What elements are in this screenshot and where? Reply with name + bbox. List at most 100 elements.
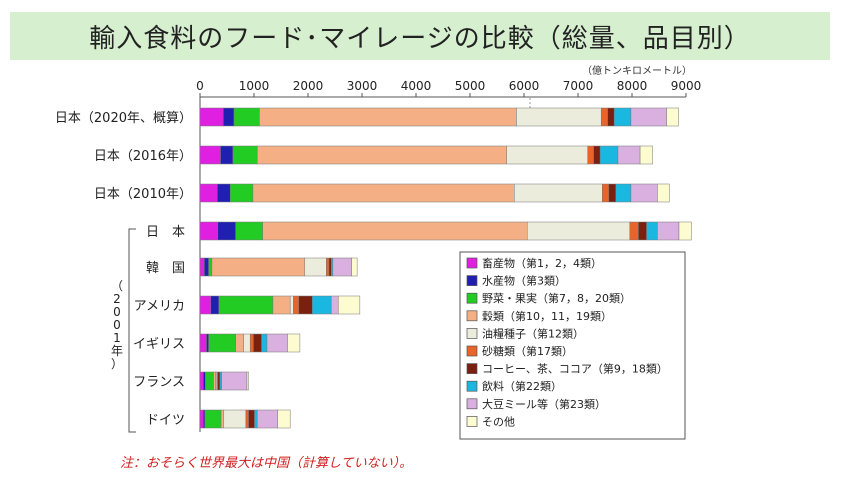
bar-segment	[256, 145, 507, 165]
bar-segment	[199, 295, 212, 315]
bar-segment	[199, 107, 224, 127]
x-tick-label: 3000	[347, 79, 378, 93]
bar-segment	[217, 371, 221, 391]
bar-segment	[220, 145, 234, 165]
bar-segment	[312, 295, 332, 315]
legend-label: 油糧種子（第12類）	[482, 326, 584, 340]
bar-segment	[298, 295, 313, 315]
group-bracket	[128, 228, 136, 433]
x-tick-label: 1000	[239, 79, 270, 93]
legend-label: 畜産物（第1，2，4類）	[482, 256, 602, 270]
bar-segment	[326, 257, 330, 277]
bar-segment	[233, 107, 260, 127]
legend-swatch	[466, 416, 478, 427]
category-label: 韓 国	[146, 261, 185, 276]
bar-segment	[602, 183, 610, 203]
bar-segment	[220, 409, 225, 429]
bar-segment	[262, 221, 528, 241]
bar-segment	[587, 145, 594, 165]
legend-box	[459, 251, 686, 440]
bar-segment	[248, 409, 255, 429]
bar-segment	[617, 145, 641, 165]
bar-segment	[206, 333, 209, 353]
chart-title: 輸入食料のフード･マイレージの比較（総量、品目別）	[89, 23, 751, 54]
category-label: 日本（2020年、概算）	[55, 111, 192, 126]
bar-segment	[235, 221, 263, 241]
legend-label: コーヒー、茶、ココア（第9，18類）	[482, 362, 668, 376]
group-label-char: 2	[113, 292, 121, 306]
bar-segment	[253, 333, 262, 353]
bar-segment	[208, 257, 213, 277]
bar-segment	[217, 221, 236, 241]
legend-label: 砂糖類（第17類）	[482, 344, 573, 358]
bar-segment	[608, 183, 617, 203]
bar-segment	[516, 107, 602, 127]
bar-segment	[261, 333, 268, 353]
bar-segment	[332, 257, 352, 277]
bar-segment	[337, 295, 361, 315]
legend-swatch	[466, 380, 478, 392]
category-label: 日本（2016年）	[94, 149, 192, 164]
category-label: ドイツ	[146, 413, 185, 428]
bar-segment	[246, 371, 249, 391]
legend-swatch	[466, 257, 478, 269]
bar-segment	[678, 221, 692, 241]
bar-segment	[199, 257, 205, 277]
legend-label: 飲料（第22類）	[482, 379, 562, 393]
bar-segment	[304, 257, 327, 277]
legend-label: その他	[482, 415, 515, 428]
legend-swatch	[466, 275, 478, 286]
bar-segment	[593, 145, 601, 165]
legend-swatch	[466, 328, 478, 339]
bar-segment	[218, 295, 274, 315]
x-tick-label: 7000	[563, 79, 594, 93]
bar-segment	[328, 257, 332, 277]
category-label: アメリカ	[134, 299, 185, 314]
legend-swatch	[466, 345, 478, 357]
x-tick-label: 0	[196, 79, 204, 93]
x-tick-label: 2000	[293, 79, 324, 93]
bar-segment	[666, 107, 679, 127]
legend-label: 大豆ミール等（第23類）	[482, 397, 606, 411]
bar-segment	[221, 371, 248, 391]
legend-swatch	[466, 398, 478, 410]
bar-segment	[254, 409, 258, 429]
bar-segment	[235, 333, 244, 353]
bar-segment	[199, 221, 219, 241]
bar-segment	[293, 295, 300, 315]
bar-segment	[289, 295, 294, 315]
footnote: 注：おそらく世界最大は中国（計算していない）。	[120, 456, 413, 471]
bar-segment	[599, 145, 619, 165]
bar-segment	[629, 221, 639, 241]
x-tick-label: 8000	[617, 79, 648, 93]
bar-segment	[199, 409, 204, 429]
group-label-char: 1	[113, 331, 121, 345]
group-label-char: 年	[111, 344, 123, 358]
bar-segment	[639, 145, 653, 165]
legend-swatch	[466, 292, 478, 304]
bar-segment	[330, 295, 339, 315]
bar-segment	[211, 257, 306, 277]
title-banner: 輸入食料のフード･マイレージの比較（総量、品目別）	[10, 12, 830, 60]
bar-segment	[204, 257, 209, 277]
bar-segment	[199, 145, 221, 165]
bar-segment	[229, 183, 254, 203]
bar-segment	[657, 221, 680, 241]
group-label-char: 0	[113, 318, 121, 332]
bar-segment	[252, 183, 515, 203]
bar-segment	[630, 183, 658, 203]
bar-segment	[613, 107, 632, 127]
bar-segment	[222, 107, 235, 127]
category-label: フランス	[133, 375, 185, 390]
bar-segment	[607, 107, 615, 127]
bar-segment	[526, 221, 631, 241]
bar-segment	[210, 295, 220, 315]
bar-segment	[514, 183, 603, 203]
bar-segment	[202, 371, 206, 391]
x-tick-label: 9000	[671, 79, 702, 93]
bar-segment	[249, 333, 254, 353]
bar-segment	[506, 145, 588, 165]
legend-label: 水産物（第3類）	[482, 274, 566, 288]
group-label-char: （	[111, 279, 123, 293]
